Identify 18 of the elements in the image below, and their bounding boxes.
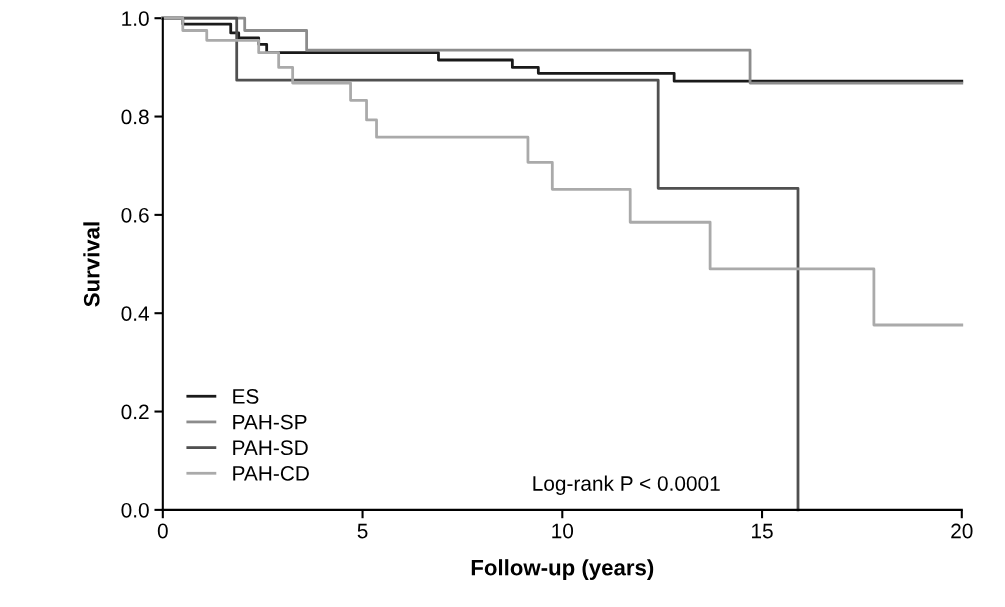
legend-label: ES <box>233 389 259 404</box>
y-tick-label: 1.0 <box>122 11 149 26</box>
annotation: Log-rank P < 0.0001 <box>533 475 720 496</box>
x-tick-label: 20 <box>951 523 973 539</box>
legend-label: PAH-SP <box>233 414 307 430</box>
y-axis-title: Survival <box>83 222 100 307</box>
x-tick-label: 15 <box>752 523 773 539</box>
x-tick-label: 10 <box>552 523 574 539</box>
y-tick-label: 0.8 <box>121 109 149 125</box>
y-tick-label: 0.6 <box>121 207 149 223</box>
x-axis-title: Follow-up (years) <box>471 559 654 580</box>
y-tick-label: 0.4 <box>121 306 150 321</box>
y-tick-label: 0.0 <box>121 502 149 518</box>
x-tick-label: 5 <box>357 523 368 539</box>
x-tick-label: 0 <box>157 523 168 539</box>
legend-label: PAH-SD <box>233 440 308 456</box>
legend-label: PAH-CD <box>233 466 309 481</box>
y-tick-label: 0.2 <box>121 404 149 420</box>
